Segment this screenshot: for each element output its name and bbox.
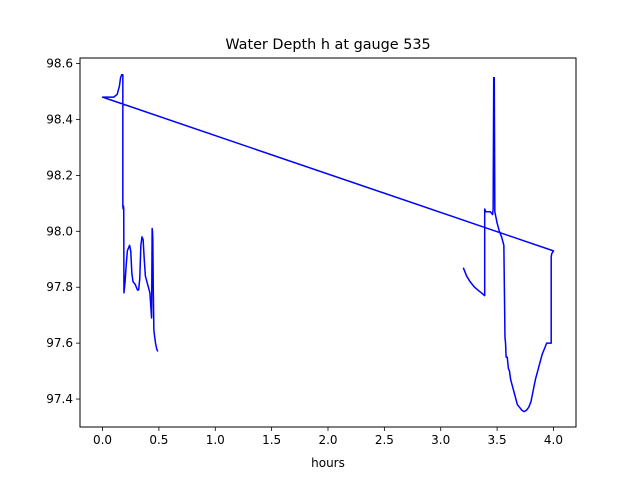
x-tick-label: 1.5 (262, 433, 281, 447)
y-tick-label: 98.6 (46, 57, 73, 71)
x-tick-label: 1.0 (206, 433, 225, 447)
plot-area: 0.0 0.5 1.0 1.5 2.0 2.5 3.0 3.5 4.0 97.4 97.6 97.8… (46, 57, 577, 447)
y-tick-label: 98.0 (46, 224, 73, 238)
x-tick-label: 4.0 (544, 433, 563, 447)
x-tick-label: 0.5 (149, 433, 168, 447)
y-axis: 97.4 97.6 97.8 98.0 98.2 98.4 98.6 (46, 57, 80, 406)
x-tick-label: 3.0 (431, 433, 450, 447)
chart-title: Water Depth h at gauge 535 (225, 37, 430, 53)
y-tick-label: 98.4 (46, 113, 73, 127)
y-tick-label: 98.2 (46, 168, 73, 182)
y-tick-label: 97.8 (46, 280, 73, 294)
x-axis-label: hours (311, 456, 345, 470)
y-tick-label: 97.4 (46, 392, 73, 406)
x-tick-label: 2.0 (318, 433, 337, 447)
x-tick-label: 0.0 (93, 433, 112, 447)
x-tick-label: 3.5 (488, 433, 507, 447)
y-tick-label: 97.6 (46, 336, 73, 350)
series-layer (101, 74, 555, 413)
series-line-0 (101, 74, 555, 413)
x-tick-label: 2.5 (375, 433, 394, 447)
x-axis: 0.0 0.5 1.0 1.5 2.0 2.5 3.0 3.5 4.0 (93, 427, 563, 447)
